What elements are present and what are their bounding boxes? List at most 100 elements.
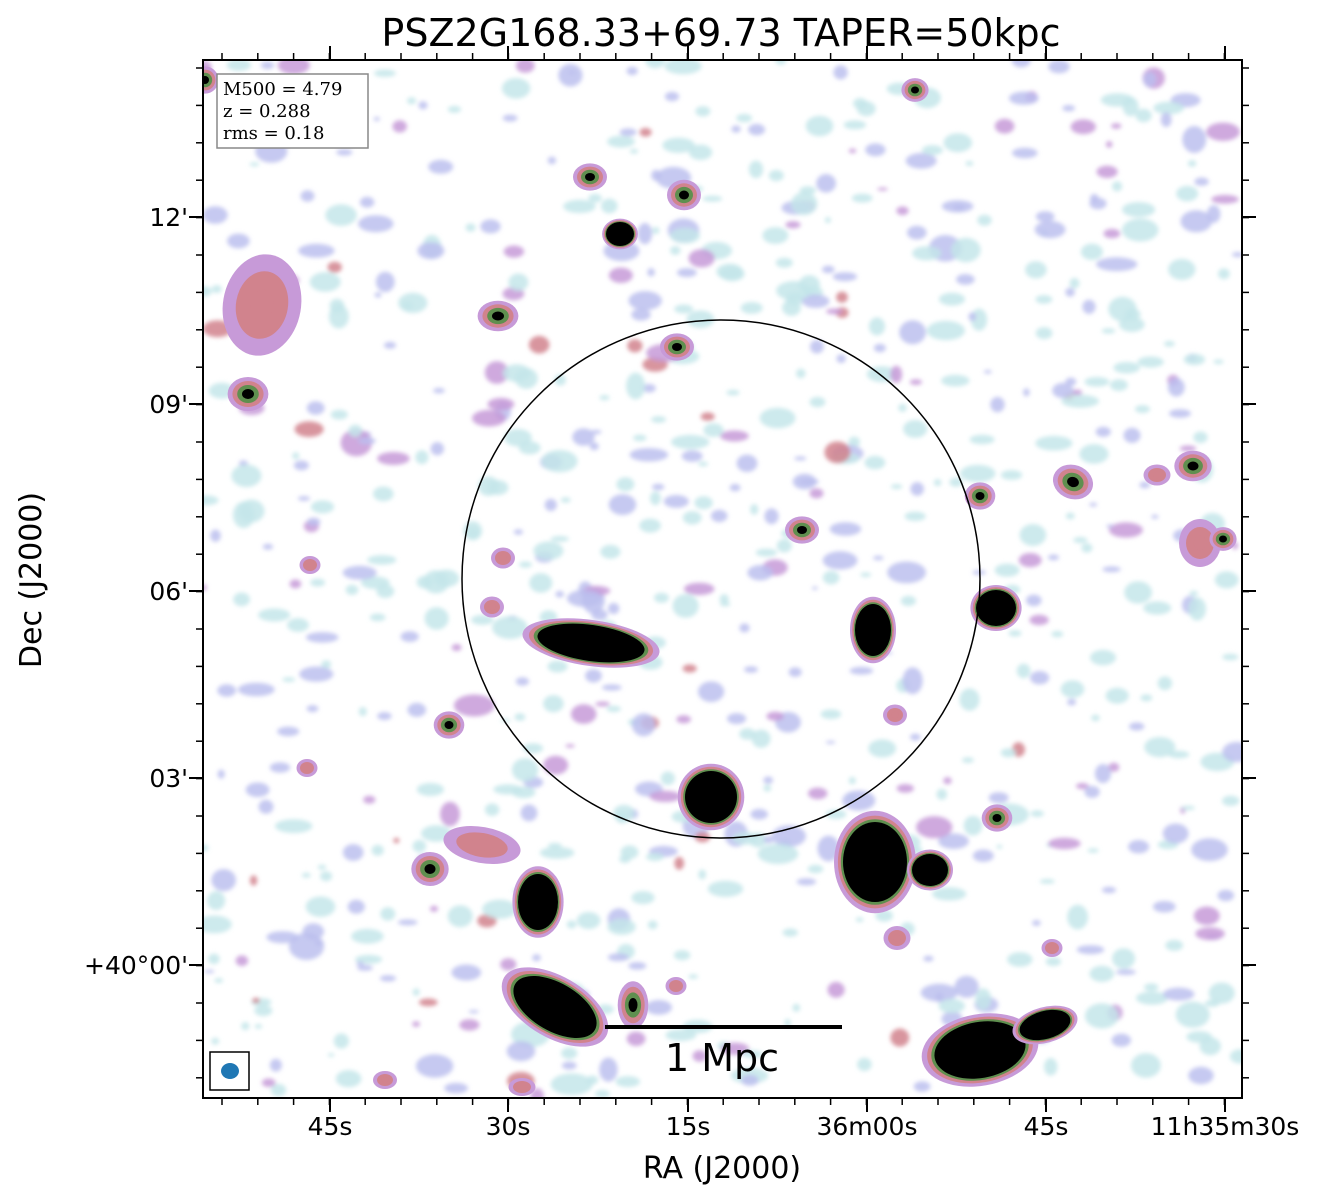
source-contour [679, 190, 689, 200]
noise-blob [660, 771, 676, 786]
noise-blob [677, 268, 697, 278]
y-axis-label: Dec (J2000) [14, 492, 49, 668]
noise-blob [371, 844, 384, 856]
noise-blob [938, 833, 969, 849]
noise-blob [288, 932, 325, 961]
source-contour [250, 289, 274, 321]
noise-blob [1069, 277, 1080, 289]
source-contour [492, 311, 504, 321]
noise-blob [674, 304, 694, 314]
noise-blob [848, 436, 860, 448]
noise-blob [1193, 431, 1208, 444]
source-contour [1153, 471, 1161, 479]
noise-blob [1035, 435, 1073, 451]
y-tick-label: +40°00' [84, 951, 188, 980]
noise-blob [502, 114, 518, 122]
noise-blob [1035, 327, 1053, 340]
noise-blob [633, 434, 647, 442]
cluster-r500-circle [461, 319, 981, 839]
noise-blob [289, 579, 302, 589]
noise-blob [1026, 594, 1042, 607]
radio-source [1012, 1005, 1078, 1045]
radio-source [970, 585, 1022, 631]
noise-blob [833, 65, 848, 80]
noise-blob [909, 379, 923, 385]
noise-blob [776, 539, 792, 553]
noise-blob [586, 1075, 599, 1085]
noise-blob [650, 491, 661, 506]
noise-blob [484, 361, 509, 384]
noise-blob [358, 706, 367, 717]
noise-blob [903, 420, 928, 438]
noise-blob [513, 529, 524, 535]
chart-title: PSZ2G168.33+69.73 TAPER=50kpc [381, 11, 1060, 55]
noise-blob [686, 310, 715, 329]
radio-source [480, 596, 504, 618]
x-tick-label: 45s [308, 1112, 353, 1141]
noise-blob [217, 769, 225, 779]
noise-blob [807, 864, 824, 874]
noise-blob [204, 969, 215, 974]
radio-source [1174, 450, 1212, 482]
noise-blob [502, 364, 531, 382]
x-tick-label: 30s [486, 1112, 531, 1141]
noise-blob [214, 978, 224, 983]
noise-blob [959, 688, 980, 711]
noise-blob [351, 928, 384, 944]
noise-blob [380, 907, 396, 921]
noise-blob [990, 396, 1005, 413]
source-contour [1067, 476, 1079, 488]
noise-blob [1137, 356, 1164, 368]
noise-blob [407, 97, 417, 105]
noise-blob [975, 988, 992, 1010]
noise-blob [608, 494, 637, 515]
noise-blob [320, 871, 333, 882]
noise-blob [868, 739, 897, 758]
noise-blob [415, 1054, 454, 1078]
noise-blob [905, 153, 937, 169]
noise-blob [407, 702, 427, 717]
noise-blob [646, 852, 664, 862]
noise-blob [602, 684, 622, 691]
noise-blob [1194, 177, 1209, 186]
radio-source [667, 179, 701, 211]
noise-blob [203, 915, 232, 934]
noise-blob [707, 880, 744, 897]
noise-blob [688, 249, 715, 268]
noise-blob [314, 939, 324, 946]
noise-blob [1016, 663, 1031, 679]
noise-blob [588, 193, 602, 203]
noise-blob [342, 565, 377, 580]
noise-blob [642, 383, 656, 393]
noise-blob [960, 464, 996, 483]
noise-blob [1222, 653, 1239, 661]
noise-blob [1181, 805, 1195, 811]
noise-blob [203, 844, 209, 852]
noise-blob [1084, 1003, 1119, 1029]
source-contour [911, 86, 919, 94]
noise-blob [1213, 359, 1224, 365]
noise-blob [550, 536, 569, 542]
noise-blob [1195, 927, 1225, 941]
noise-blob [468, 1010, 479, 1014]
noise-blob [676, 715, 691, 724]
noise-blob [702, 195, 723, 202]
noise-blob [1176, 185, 1199, 202]
noise-blob [1039, 879, 1055, 884]
noise-blob [1025, 261, 1047, 279]
noise-blob [670, 228, 700, 244]
noise-blob [298, 496, 310, 501]
noise-blob [282, 677, 296, 682]
x-tick-label: 45s [1024, 1112, 1069, 1141]
noise-blob [740, 302, 763, 314]
noise-blob [759, 407, 796, 429]
noise-blob [309, 272, 341, 292]
noise-blob [1089, 965, 1115, 982]
noise-blob [1032, 920, 1041, 926]
noise-blob [327, 261, 342, 273]
source-contour [672, 983, 680, 989]
noise-blob [1084, 377, 1110, 387]
noise-blob [904, 511, 926, 521]
noise-blob [1080, 243, 1103, 260]
